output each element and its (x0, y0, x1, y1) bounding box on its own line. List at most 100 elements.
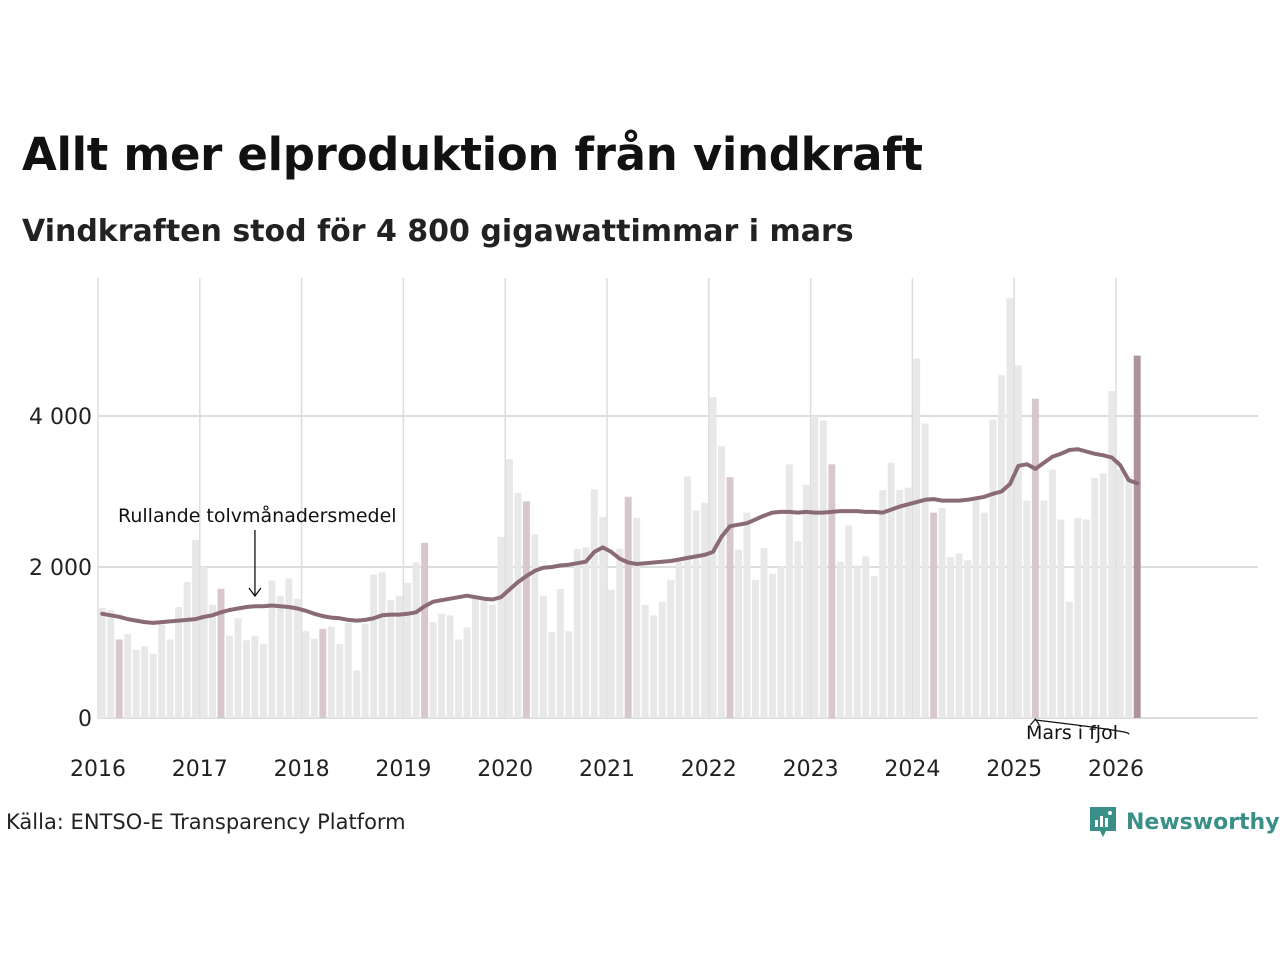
bar (896, 489, 904, 718)
rolling-average-line (100, 447, 1140, 625)
bar (633, 517, 641, 718)
bar (548, 631, 556, 718)
bar (522, 501, 530, 718)
bar (1099, 473, 1107, 718)
bar (132, 650, 140, 718)
bar (641, 604, 649, 718)
annotation-last-march: Mars i fjol (1026, 722, 1118, 744)
bar (412, 562, 420, 718)
bar (124, 634, 132, 718)
bar (735, 549, 742, 718)
bar (709, 397, 717, 718)
chart-svg: 0 2 000 4 000 2016 2017 2018 2019 2020 2021 2022 2… (29, 278, 1258, 782)
bar (480, 598, 488, 718)
bar (777, 566, 785, 718)
bar (438, 613, 446, 718)
bar (166, 639, 174, 718)
bar (1040, 500, 1048, 718)
bar (930, 512, 938, 718)
bar (531, 534, 539, 718)
bar (599, 517, 607, 718)
bar (785, 464, 793, 718)
bar (1065, 601, 1073, 718)
bar (947, 557, 955, 718)
bar (1074, 517, 1082, 718)
bar (395, 595, 403, 718)
annotations: Rullande tolvmånadersmedel Mars i fjol (118, 504, 1130, 744)
bar (751, 579, 759, 718)
annotation-arrowhead (248, 587, 262, 598)
bar (285, 578, 293, 718)
bar (964, 560, 972, 718)
bar (336, 644, 344, 718)
y-tick-label: 2 000 (29, 556, 92, 581)
annotation-rolling-average: Rullande tolvmånadersmedel (118, 504, 397, 527)
bar (997, 375, 1005, 718)
bar (209, 604, 217, 718)
bar (404, 582, 412, 718)
bar (497, 536, 505, 718)
bar (802, 484, 810, 718)
bar (743, 512, 751, 718)
bar (192, 539, 200, 718)
x-tick-label: 2017 (172, 757, 228, 782)
bar (1023, 500, 1031, 718)
bar (811, 416, 819, 718)
bar (794, 541, 802, 718)
bar (819, 420, 827, 718)
x-tick-label: 2016 (70, 757, 126, 782)
bar (718, 446, 726, 718)
bar (200, 567, 208, 718)
bar (955, 553, 963, 718)
bar (302, 631, 310, 718)
bar (921, 423, 929, 718)
bar (344, 622, 352, 718)
bar (684, 476, 692, 718)
bar (836, 561, 844, 718)
bar (98, 607, 106, 718)
bar (582, 547, 590, 718)
bar (234, 618, 242, 718)
bar (1116, 469, 1124, 718)
bar (149, 653, 157, 718)
annotation-arrowhead (1029, 717, 1040, 726)
bar (514, 493, 522, 718)
bar (845, 525, 853, 718)
x-tick-label: 2018 (274, 757, 330, 782)
bar (446, 615, 454, 718)
x-tick-label: 2019 (375, 757, 431, 782)
bars (98, 298, 1141, 718)
bar (972, 498, 980, 718)
bar (1082, 519, 1090, 718)
bar (259, 644, 267, 718)
bar (242, 640, 250, 718)
bar (1006, 298, 1014, 718)
y-tick-label: 0 (78, 707, 92, 732)
bar (488, 604, 496, 718)
bar (692, 510, 700, 718)
bar (1057, 519, 1065, 718)
brand-logo[interactable]: Newsworthy (1088, 804, 1280, 840)
rolling-average-series (100, 447, 1140, 625)
bar (251, 635, 259, 718)
bar (650, 615, 658, 718)
bar (472, 594, 479, 718)
bar (853, 565, 861, 718)
bar (1014, 365, 1022, 718)
x-tick-label: 2023 (783, 757, 839, 782)
bar (828, 464, 836, 718)
bar (115, 639, 123, 718)
brand-name: Newsworthy (1126, 809, 1280, 835)
bar (463, 627, 471, 718)
bar (768, 573, 776, 718)
bar (378, 572, 386, 718)
bar (675, 561, 683, 718)
bar (760, 548, 768, 718)
x-tick-label: 2026 (1088, 757, 1144, 782)
bar (624, 496, 632, 718)
bar (1108, 391, 1116, 718)
bar (183, 582, 191, 718)
bar (870, 576, 878, 718)
bar (565, 631, 573, 718)
bar (429, 622, 437, 718)
